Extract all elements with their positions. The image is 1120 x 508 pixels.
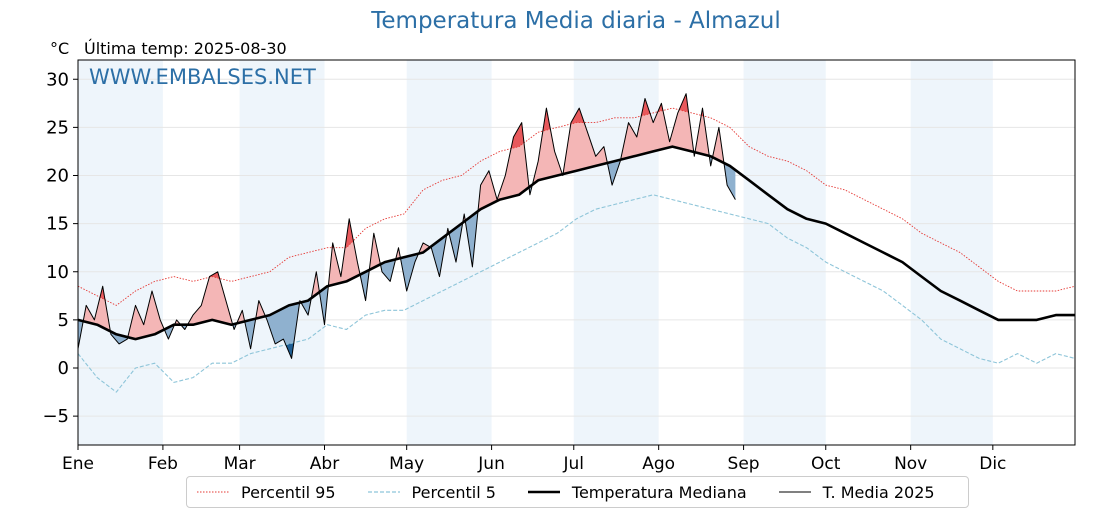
legend-swatch-year <box>778 491 811 493</box>
y-tick-label-15: 15 <box>46 214 69 235</box>
anomaly-fills <box>78 93 736 393</box>
y-tick-label-5: 5 <box>58 310 69 331</box>
month-band-sep <box>743 60 826 445</box>
month-band-nov <box>910 60 993 445</box>
x-tick-label-nov: Nov <box>894 454 927 474</box>
series-line-t-media-2025 <box>77 93 736 359</box>
x-tick-label-sep: Sep <box>728 454 760 474</box>
legend-label-p95: Percentil 95 <box>241 482 336 502</box>
legend-label-p5: Percentil 5 <box>411 482 496 502</box>
chart-title: Temperatura Media diaria - Almazul <box>371 8 781 34</box>
y-tick-label-10: 10 <box>46 262 69 283</box>
x-tick-label-oct: Oct <box>811 454 841 474</box>
legend-swatch-p95 <box>197 491 229 493</box>
legend-item-p5: Percentil 5 <box>366 483 496 502</box>
fill-above-median <box>78 93 736 340</box>
y-tick-label-0: 0 <box>58 358 69 379</box>
watermark: WWW.EMBALSES.NET <box>89 65 316 89</box>
month-band-ene <box>78 60 163 445</box>
y-axis-ticks: −5 0 5 10 15 20 25 30 <box>42 69 78 427</box>
x-tick-label-ago: Ago <box>642 454 675 474</box>
legend-swatch-p5 <box>367 491 400 493</box>
month-band-mar <box>239 60 325 445</box>
last-temp-label: Última temp: 2025-08-30 <box>84 39 287 58</box>
month-bands <box>78 60 993 445</box>
series-line-temperatura-mediana <box>77 145 1075 341</box>
x-tick-label-dic: Dic <box>979 454 1006 474</box>
series-line-percentil-5 <box>77 194 1076 393</box>
y-tick-label--5: −5 <box>42 406 69 427</box>
x-tick-label-feb: Feb <box>148 454 178 474</box>
x-tick-label-may: May <box>389 454 424 474</box>
y-unit-label: °C <box>50 39 70 58</box>
series-line-percentil-95 <box>77 107 1076 306</box>
series-lines <box>77 93 1076 393</box>
y-tick-label-20: 20 <box>46 166 69 187</box>
legend-label-median: Temperatura Mediana <box>571 482 747 502</box>
legend-item-year: T. Media 2025 <box>777 483 935 502</box>
legend: Percentil 95 Percentil 5 Temperatura Med… <box>186 476 969 508</box>
y-tick-label-30: 30 <box>46 69 69 90</box>
legend-label-year: T. Media 2025 <box>822 482 935 502</box>
x-axis-ticks: Ene Feb Mar Abr May Jun Jul Ago Sep Oct Nov Dic <box>62 445 1006 474</box>
x-tick-label-ene: Ene <box>62 454 94 474</box>
legend-item-median: Temperatura Mediana <box>526 483 747 502</box>
x-tick-label-jul: Jul <box>563 454 585 474</box>
y-tick-label-25: 25 <box>46 117 69 138</box>
plot-frame <box>77 59 1076 446</box>
x-tick-label-jun: Jun <box>477 454 505 474</box>
x-tick-label-mar: Mar <box>224 454 256 474</box>
legend-item-p95: Percentil 95 <box>195 483 336 502</box>
legend-swatch-median <box>527 490 560 494</box>
x-tick-label-abr: Abr <box>310 454 339 474</box>
